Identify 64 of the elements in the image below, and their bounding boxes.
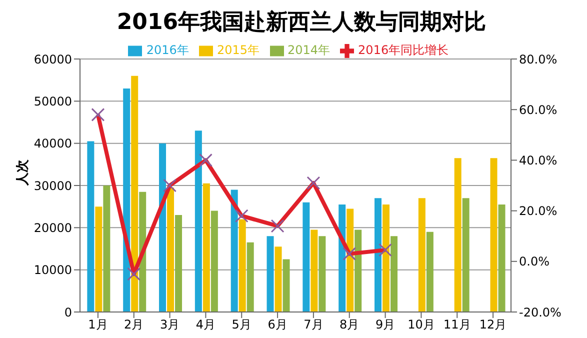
- y-axis-title: 人次: [16, 158, 31, 186]
- y2-tick-label: 0.0%: [519, 254, 550, 269]
- bar: [346, 208, 354, 312]
- bar: [95, 206, 102, 312]
- bar: [418, 198, 426, 312]
- x-tick-label: 12月: [479, 318, 507, 332]
- bar: [266, 236, 274, 312]
- bar: [87, 141, 94, 312]
- bar: [498, 204, 506, 312]
- y-tick-label: 60000: [34, 52, 72, 66]
- bar: [103, 186, 110, 312]
- bar: [123, 88, 130, 312]
- bar: [246, 242, 254, 312]
- x-tick-label: 7月: [304, 318, 324, 332]
- x-tick-label: 9月: [375, 318, 396, 332]
- bar: [390, 236, 398, 312]
- bar: [230, 190, 238, 312]
- x-tick-label: 5月: [232, 318, 252, 332]
- bar: [131, 76, 138, 312]
- y-tick-label: 50000: [34, 94, 72, 108]
- bar: [175, 215, 182, 312]
- bar: [426, 232, 434, 312]
- bar: [159, 143, 166, 312]
- y-tick-label: 30000: [34, 178, 72, 193]
- bar: [354, 230, 362, 312]
- bar: [202, 183, 210, 312]
- bar: [210, 210, 218, 312]
- x-tick-label: 1月: [88, 318, 108, 332]
- bar: [238, 219, 246, 312]
- legend-label: 2016年同比增长: [358, 43, 449, 57]
- y-tick-label: 10000: [34, 263, 72, 278]
- bar: [194, 130, 202, 312]
- bar: [302, 202, 310, 312]
- legend-label: 2015年: [216, 43, 260, 57]
- x-tick-label: 3月: [160, 318, 180, 332]
- bar: [310, 230, 318, 312]
- bar: [382, 204, 390, 312]
- legend-label: 2014年: [288, 43, 330, 57]
- x-tick-label: 6月: [268, 318, 288, 332]
- x-tick-label: 11月: [443, 318, 471, 332]
- y2-tick-label: 80.0%: [519, 52, 558, 66]
- bar: [167, 188, 174, 312]
- legend-label: 2016年: [146, 43, 189, 57]
- x-tick-label: 8月: [340, 318, 360, 332]
- bar: [274, 246, 282, 312]
- bar: [282, 259, 290, 312]
- x-tick-label: 10月: [408, 318, 435, 332]
- bar: [462, 198, 470, 312]
- chart-title: 2016年我国赴新西兰人数与同期对比: [116, 9, 488, 37]
- bar: [139, 192, 146, 312]
- y-tick-label: 0: [64, 305, 72, 320]
- y2-tick-label: 40.0%: [519, 153, 558, 168]
- bar: [374, 198, 382, 312]
- x-tick-label: 2月: [124, 318, 144, 332]
- y2-tick-label: 20.0%: [519, 204, 558, 218]
- y-tick-label: 40000: [34, 136, 72, 151]
- bar: [318, 236, 326, 312]
- bar: [490, 158, 498, 312]
- y-tick-label: 20000: [34, 220, 72, 235]
- bar: [454, 158, 462, 312]
- y2-tick-label: -20.0%: [519, 305, 562, 320]
- x-tick-label: 4月: [196, 318, 216, 332]
- y2-tick-label: 60.0%: [519, 102, 558, 117]
- bar: [338, 204, 346, 312]
